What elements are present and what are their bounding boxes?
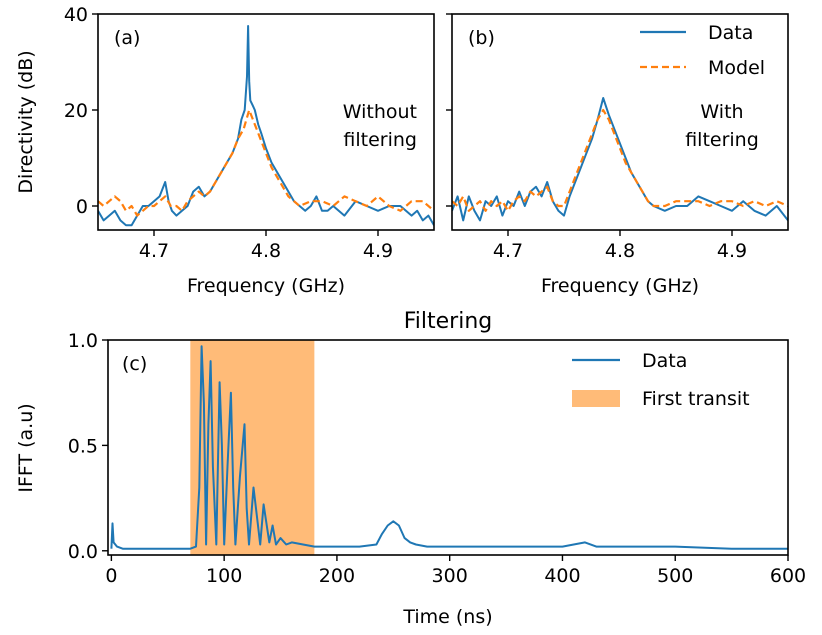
panel-c-ylabel: IFFT (a.u) (15, 403, 37, 492)
panel-c-label: (c) (122, 353, 147, 375)
panel-c-xtick-label: 400 (544, 565, 580, 587)
panel-a-series-data (98, 25, 434, 227)
panel-c-plot-area (110, 340, 788, 555)
panel-b: 4.7 4.8 4.9 (b) With filtering Frequency (… (446, 13, 789, 297)
panel-c-ytick-label: 0.0 (68, 541, 98, 563)
panel-b-plot-area (452, 97, 788, 222)
legend-c-transit-label: First transit (642, 388, 750, 410)
panel-a-xtick-label: 4.7 (139, 240, 169, 262)
panel-b-ticks: 4.7 4.8 4.9 (446, 13, 747, 262)
panel-a-xtick-label: 4.8 (251, 240, 281, 262)
legend-c-transit-swatch (572, 390, 620, 407)
panel-a: 4.7 4.8 4.9 0 20 40 (a) Without filtering Fre… (15, 4, 435, 297)
panel-c-xtick-label: 100 (206, 565, 242, 587)
panel-c-xlabel: Time (ns) (402, 606, 492, 628)
panel-a-ytick-label: 20 (64, 100, 88, 122)
panel-a-series-model (98, 108, 434, 217)
panel-a-xtick-label: 4.9 (363, 240, 393, 262)
panel-c-marks (110, 340, 788, 555)
panel-c-ticks: 0 100 200 300 400 500 600 0.0 0.5 1.0 (68, 330, 806, 587)
panel-b-annotation-line1: With (700, 101, 743, 123)
panel-b-xtick-label: 4.7 (493, 240, 523, 262)
panel-b-label: (b) (468, 27, 495, 49)
panel-c-xtick-label: 500 (657, 565, 693, 587)
panel-a-label: (a) (114, 27, 140, 49)
panel-c-frame (107, 339, 789, 556)
panel-a-plot-area (98, 25, 434, 227)
panel-a-annotation-line2: filtering (343, 129, 417, 151)
panel-c-series-data (110, 345, 788, 550)
panel-a-ytick-label: 40 (64, 4, 88, 26)
panel-c-xtick-label: 0 (105, 565, 117, 587)
panel-c-ytick-label: 0.5 (68, 435, 98, 457)
panel-c-legend: Data First transit (572, 350, 750, 410)
panel-a-xlabel: Frequency (GHz) (187, 275, 345, 297)
panel-c-xtick-label: 200 (319, 565, 355, 587)
panel-a-ticks: 4.7 4.8 4.9 0 20 40 (64, 4, 393, 262)
panel-b-xtick-label: 4.8 (605, 240, 635, 262)
legend-data-label: Data (708, 22, 753, 44)
panel-b-xtick-label: 4.9 (717, 240, 747, 262)
panel-a-ylabel: Directivity (dB) (15, 50, 37, 193)
panel-b-marks (452, 97, 788, 222)
panel-b-series-model (452, 108, 788, 212)
panel-a-marks (98, 25, 434, 227)
legend-model-label: Model (708, 57, 765, 79)
panel-b-series-data (452, 97, 788, 222)
legend-c-data-label: Data (642, 350, 687, 372)
panel-c-title: Filtering (404, 309, 493, 334)
panel-b-xlabel: Frequency (GHz) (541, 275, 699, 297)
panel-c: Filtering 0 100 200 300 400 500 600 0.0 0.5 1.0 (… (15, 309, 806, 628)
panel-a-annotation-line1: Without (343, 101, 417, 123)
panel-c-ytick-label: 1.0 (68, 330, 98, 352)
panel-c-xtick-label: 300 (432, 565, 468, 587)
panel-a-ytick-label: 0 (76, 196, 88, 218)
panel-c-xtick-label: 600 (770, 565, 806, 587)
panel-b-annotation-line2: filtering (685, 129, 759, 151)
panel-b-legend: Data Model (640, 22, 765, 79)
